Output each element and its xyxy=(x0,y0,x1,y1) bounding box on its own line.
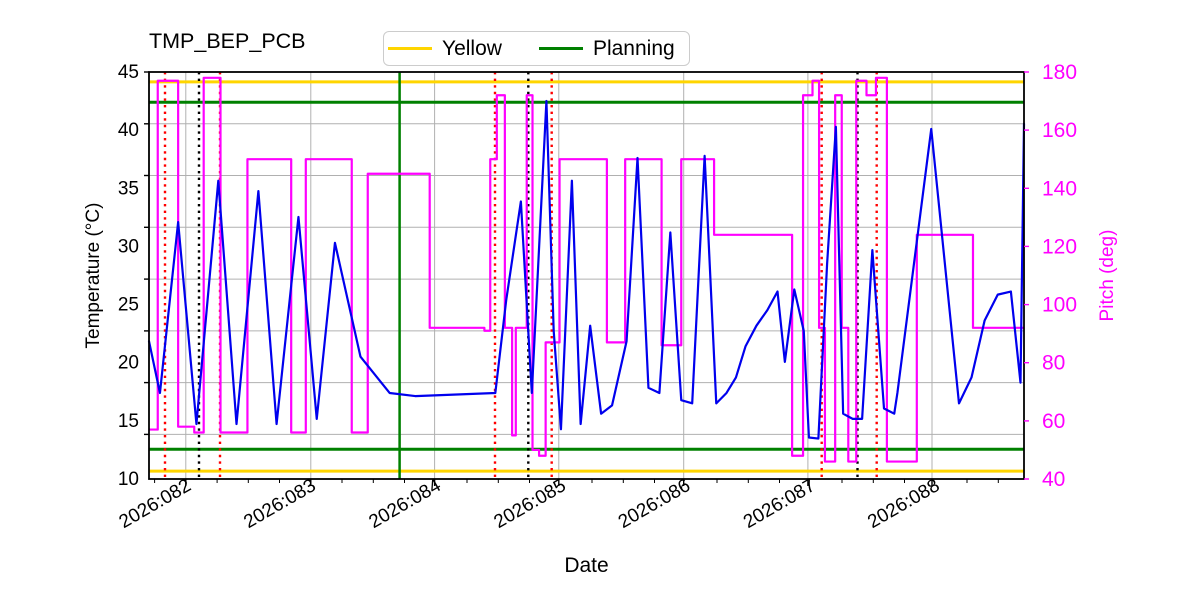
svg-text:80: 80 xyxy=(1042,352,1065,375)
svg-text:160: 160 xyxy=(1042,119,1077,142)
svg-text:20: 20 xyxy=(118,353,139,374)
svg-text:25: 25 xyxy=(118,295,139,316)
svg-text:45: 45 xyxy=(118,62,139,83)
svg-text:40: 40 xyxy=(118,120,139,141)
svg-text:120: 120 xyxy=(1042,235,1077,258)
svg-text:140: 140 xyxy=(1042,177,1077,200)
svg-text:100: 100 xyxy=(1042,294,1077,317)
svg-text:15: 15 xyxy=(118,411,139,432)
svg-text:Temperature (°C): Temperature (°C) xyxy=(83,203,104,349)
svg-text:TMP_BEP_PCB: TMP_BEP_PCB xyxy=(149,29,306,53)
svg-text:180: 180 xyxy=(1042,61,1077,84)
svg-text:60: 60 xyxy=(1042,410,1065,433)
svg-text:30: 30 xyxy=(118,236,139,257)
svg-text:Pitch (deg): Pitch (deg) xyxy=(1097,230,1118,322)
svg-text:Date: Date xyxy=(564,554,608,577)
svg-text:40: 40 xyxy=(1042,468,1065,491)
svg-text:10: 10 xyxy=(118,469,139,490)
svg-text:35: 35 xyxy=(118,178,139,199)
